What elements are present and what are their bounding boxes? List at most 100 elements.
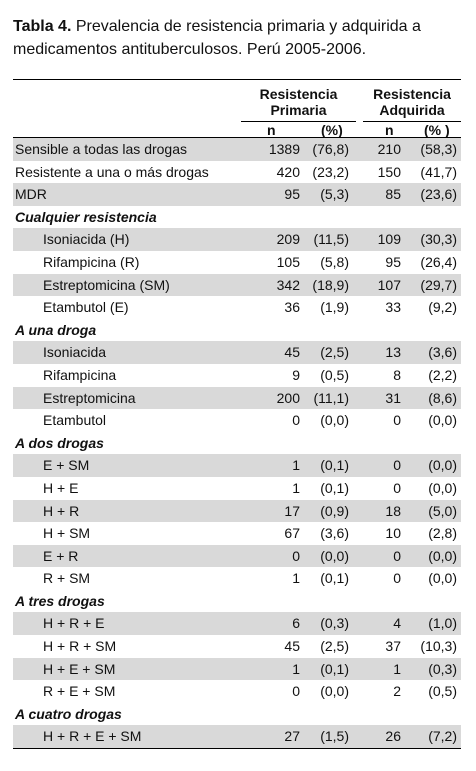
cell-pct-acquired: (0,0) xyxy=(428,457,457,474)
row-label: Etambutol (E) xyxy=(43,299,129,316)
table-row: H + R 17 (0,9) 18 (5,0) xyxy=(13,499,461,523)
row-label: A dos drogas xyxy=(15,434,104,451)
cell-pct-primary: (0,9) xyxy=(320,502,349,519)
cell-pct-primary: (0,1) xyxy=(320,479,349,496)
row-label: H + R + E + SM xyxy=(43,728,142,745)
header-pct-primary: (%) xyxy=(321,122,343,138)
cell-n-acquired: 13 xyxy=(385,344,401,361)
table-row: Rifampicina (R) 105 (5,8) 95 (26,4) xyxy=(13,251,461,274)
cell-pct-acquired: (0,3) xyxy=(428,660,457,677)
cell-n-acquired: 18 xyxy=(385,502,401,519)
cell-pct-primary: (23,2) xyxy=(312,163,349,180)
cell-pct-primary: (0,0) xyxy=(320,412,349,429)
header-bottom-rule xyxy=(13,137,461,138)
cell-n-primary: 45 xyxy=(284,344,300,361)
cell-n-primary: 420 xyxy=(276,163,300,180)
row-label: E + R xyxy=(43,547,79,564)
table-row: Isoniacida (H) 209 (11,5) 109 (30,3) xyxy=(13,228,461,251)
cell-n-primary: 105 xyxy=(276,253,300,270)
row-label: H + E + SM xyxy=(43,660,116,677)
cell-pct-acquired: (5,0) xyxy=(428,502,457,519)
section-header-row: Cualquier resistencia xyxy=(13,206,461,229)
table-row: Sensible a todas las drogas 1389 (76,8) 210… xyxy=(13,138,461,161)
table-row: E + SM 1 (0,1) 0 (0,0) xyxy=(13,454,461,477)
cell-pct-primary: (5,3) xyxy=(320,186,349,203)
row-label: A cuatro drogas xyxy=(15,705,122,722)
table-row: R + E + SM 0 (0,0) 2 (0,5) xyxy=(13,680,461,703)
row-label: H + E xyxy=(43,479,79,496)
cell-pct-acquired: (9,2) xyxy=(428,299,457,316)
table-caption: Tabla 4. Prevalencia de resistencia prim… xyxy=(13,15,473,61)
cell-pct-primary: (11,5) xyxy=(313,231,349,248)
row-label: Resistente a una o más drogas xyxy=(15,163,209,180)
cell-n-primary: 67 xyxy=(284,525,300,542)
cell-n-primary: 9 xyxy=(292,366,300,383)
row-label: A tres drogas xyxy=(15,592,105,609)
cell-n-primary: 0 xyxy=(292,683,300,700)
cell-pct-primary: (0,0) xyxy=(320,683,349,700)
cell-n-primary: 1389 xyxy=(268,141,300,157)
cell-pct-acquired: (0,0) xyxy=(428,479,457,496)
table-row: H + SM 67 (3,6) 10 (2,8) xyxy=(13,522,461,545)
cell-n-acquired: 0 xyxy=(393,547,401,564)
cell-n-acquired: 0 xyxy=(393,570,401,587)
header-acquired-line1: Resistencia xyxy=(373,86,451,102)
cell-n-primary: 1 xyxy=(292,660,300,677)
cell-n-primary: 0 xyxy=(292,547,300,564)
cell-pct-acquired: (0,5) xyxy=(428,683,457,700)
row-label: H + R + E xyxy=(43,615,105,632)
row-label: Rifampicina (R) xyxy=(43,253,140,270)
row-label: Estreptomicina (SM) xyxy=(43,276,170,293)
cell-n-primary: 200 xyxy=(276,389,300,406)
cell-n-acquired: 26 xyxy=(385,728,401,745)
cell-n-primary: 1 xyxy=(292,570,300,587)
table-row: Isoniacida 45 (2,5) 13 (3,6) xyxy=(13,341,461,364)
row-label: Isoniacida (H) xyxy=(43,231,130,248)
table-row: E + R 0 (0,0) 0 (0,0) xyxy=(13,544,461,568)
cell-pct-primary: (11,1) xyxy=(313,389,349,406)
section-header-row: A una droga xyxy=(13,319,461,342)
cell-n-acquired: 0 xyxy=(393,457,401,474)
header-primary-line1: Resistencia xyxy=(259,86,338,102)
cell-pct-primary: (18,9) xyxy=(312,276,349,293)
cell-pct-primary: (0,0) xyxy=(320,547,349,564)
cell-pct-primary: (76,8) xyxy=(312,141,349,157)
row-label: R + SM xyxy=(43,570,91,587)
row-label: H + R + SM xyxy=(43,638,117,655)
row-label: Etambutol xyxy=(43,412,107,429)
cell-n-acquired: 150 xyxy=(377,163,401,180)
cell-pct-primary: (0,1) xyxy=(320,570,349,587)
caption-text: Prevalencia de resistencia primaria y ad… xyxy=(13,18,421,58)
header-primary-group: Resistencia Primaria xyxy=(241,86,356,118)
table-row: Estreptomicina 200 (11,1) 31 (8,6) xyxy=(13,386,461,410)
cell-n-primary: 17 xyxy=(284,502,300,519)
cell-n-acquired: 0 xyxy=(393,412,401,429)
cell-pct-acquired: (58,3) xyxy=(420,141,457,157)
cell-n-acquired: 10 xyxy=(385,525,401,542)
cell-n-primary: 6 xyxy=(292,615,300,632)
row-label: Isoniacida xyxy=(43,344,107,361)
cell-pct-acquired: (23,6) xyxy=(420,186,457,203)
cell-n-acquired: 109 xyxy=(377,231,401,248)
cell-pct-acquired: (30,3) xyxy=(420,231,457,248)
cell-n-acquired: 1 xyxy=(393,660,401,677)
cell-n-acquired: 210 xyxy=(377,141,401,157)
row-label: H + SM xyxy=(43,525,91,542)
table-row: H + E 1 (0,1) 0 (0,0) xyxy=(13,477,461,500)
cell-n-primary: 1 xyxy=(292,457,300,474)
table-header: Resistencia Primaria Resistencia Adquiri… xyxy=(13,80,461,138)
header-primary-rule xyxy=(241,121,356,122)
cell-pct-acquired: (0,0) xyxy=(428,412,457,429)
cell-n-acquired: 95 xyxy=(385,253,401,270)
cell-n-acquired: 2 xyxy=(393,683,401,700)
row-label: Cualquier resistencia xyxy=(15,208,157,225)
header-n-acquired: n xyxy=(385,122,394,138)
table-row: Resistente a una o más drogas 420 (23,2) 15… xyxy=(13,161,461,184)
cell-pct-acquired: (41,7) xyxy=(420,163,457,180)
cell-pct-acquired: (7,2) xyxy=(428,728,457,745)
row-label: Rifampicina xyxy=(43,366,117,383)
table-row: H + R + SM 45 (2,5) 37 (10,3) xyxy=(13,635,461,658)
header-primary-line2: Primaria xyxy=(270,102,327,118)
cell-n-acquired: 33 xyxy=(385,299,401,316)
table-row: H + R + E 6 (0,3) 4 (1,0) xyxy=(13,612,461,636)
